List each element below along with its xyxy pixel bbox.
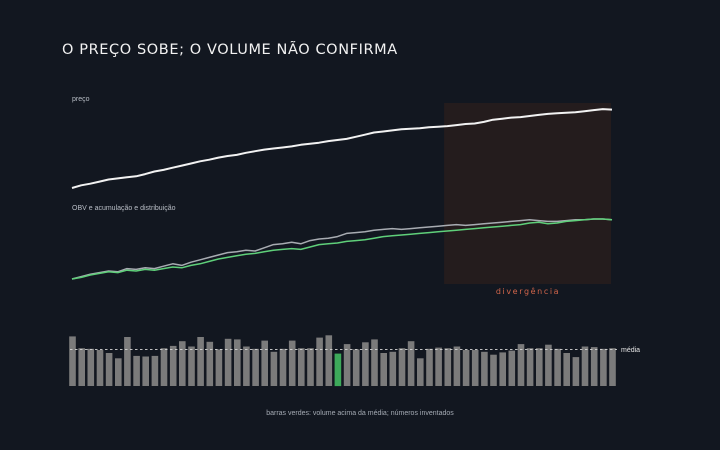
volume-bar [526, 348, 534, 386]
volume-bar [554, 348, 561, 386]
volume-bar [316, 337, 323, 386]
volume-bar [499, 352, 506, 386]
ad-line [71, 218, 613, 280]
volume-bar [490, 354, 497, 386]
chart-note: barras verdes: volume acima da média; nú… [266, 410, 454, 417]
volume-bar [142, 356, 149, 386]
volume-bar [380, 353, 387, 386]
volume-bar [453, 346, 461, 386]
volume-bar [545, 344, 552, 386]
volume-bar [426, 348, 433, 386]
volume-bar [169, 345, 177, 386]
volume-bar [124, 337, 131, 386]
volume-bar [471, 350, 479, 386]
volume-bar [581, 346, 589, 386]
obv-panel-label: OBV e acumulação e distribuição [72, 205, 176, 212]
volume-bar [234, 339, 241, 386]
volume-bar [179, 341, 186, 386]
line-layer [71, 108, 613, 280]
volume-bars [69, 335, 616, 387]
volume-bar [417, 358, 424, 386]
volume-bar [288, 340, 296, 386]
volume-bar [563, 353, 570, 386]
volume-bar [371, 339, 378, 386]
volume-bar [133, 355, 140, 386]
volume-bar [343, 344, 351, 386]
volume-bar [334, 353, 342, 387]
volume-bar [590, 347, 598, 386]
average-label: média [621, 347, 640, 354]
volume-bar [197, 337, 204, 386]
volume-bar [252, 348, 259, 386]
volume-bar [105, 353, 113, 386]
volume-bar [407, 341, 415, 386]
volume-bar [398, 348, 406, 386]
volume-bar [462, 350, 470, 386]
divergence-label: divergência [496, 286, 560, 296]
volume-bar [517, 344, 525, 386]
volume-bar [224, 338, 232, 386]
volume-bar [243, 346, 250, 386]
volume-bar [215, 349, 223, 386]
chart-title: O PREÇO SOBE; O VOLUME NÃO CONFIRMA [62, 41, 398, 58]
volume-bar [69, 336, 76, 386]
volume-bar [188, 346, 195, 386]
volume-bar [307, 348, 314, 386]
volume-bar [536, 348, 543, 386]
volume-bar [572, 357, 580, 386]
obv-line [71, 218, 613, 280]
volume-bar [160, 348, 168, 386]
volume-bar [435, 347, 442, 386]
volume-bar [600, 348, 607, 386]
volume-bar [325, 335, 333, 386]
price-panel-label: preço [72, 96, 90, 103]
volume-bar [481, 351, 488, 386]
volume-bar [609, 348, 616, 386]
volume-bar [115, 358, 122, 386]
volume-bar [389, 351, 397, 386]
volume-bar [261, 340, 268, 386]
divergence-region [444, 103, 611, 284]
volume-bar [78, 348, 85, 386]
volume-bar [298, 348, 305, 386]
volume-bar [362, 342, 369, 386]
volume-bar [508, 350, 516, 386]
volume-bar [270, 351, 278, 386]
price-line [71, 108, 613, 189]
volume-bar [206, 341, 214, 387]
volume-bar [279, 348, 287, 386]
volume-bar [444, 348, 452, 386]
volume-bar [151, 355, 159, 386]
volume-bar [352, 349, 360, 386]
volume-bar [96, 350, 104, 386]
volume-bar [87, 348, 95, 386]
